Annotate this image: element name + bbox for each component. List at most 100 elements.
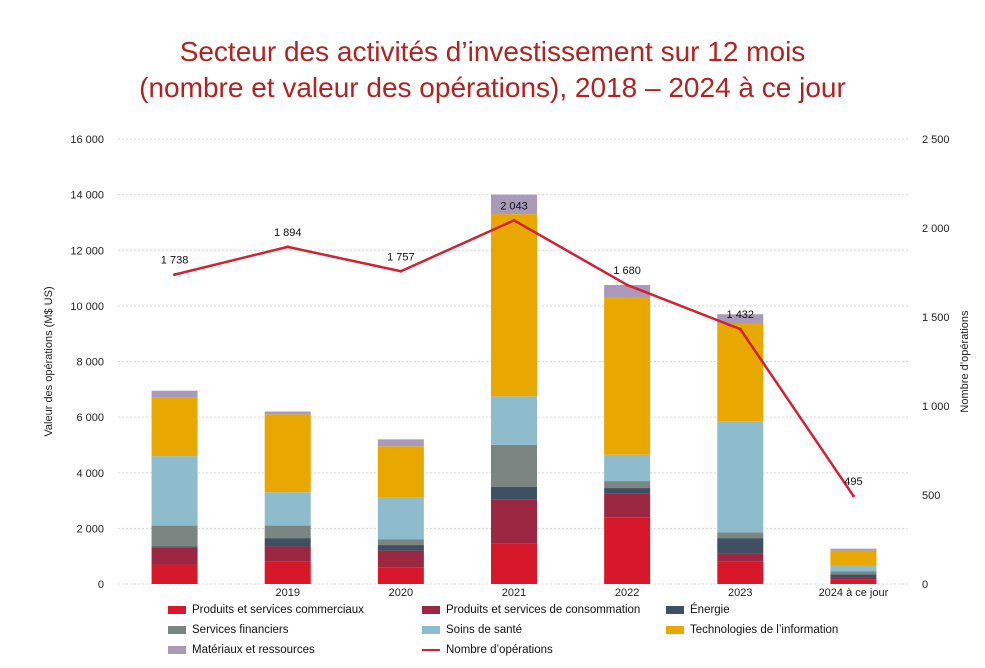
legend-item-energy: Énergie [666,604,730,616]
bar-segment [491,543,537,584]
legend-swatch [422,606,440,614]
y-left-tick-label: 16 000 [70,134,104,146]
x-tick-label: 2024 à ce jour [819,587,889,599]
bar-segment [604,454,651,482]
y-right-tick-label: 2 500 [922,134,950,146]
y-left-tick-label: 4 000 [76,468,104,480]
deal-count-label: 1 894 [274,227,302,239]
legend-swatch [422,626,440,634]
bar-segment [151,390,198,398]
bar-segment [491,444,537,487]
y-left-tick-label: 2 000 [76,523,104,535]
bar-segment [151,525,198,547]
bar-segment [151,546,198,548]
legend-label: Produits et services de consommation [446,604,641,616]
bar-segment [491,214,537,397]
deal-count-label: 1 680 [613,265,641,277]
legend-swatch [666,626,684,634]
x-tick-label: 2019 [275,587,299,599]
bar-segment [491,396,537,445]
deal-count-label: 2 043 [500,200,528,212]
legend-swatch [168,646,186,654]
bar-segment [151,564,198,584]
legend-item-it: Technologies de l’information [666,624,838,636]
bar-segment [151,547,198,565]
deal-count-point [173,273,177,277]
bar-segment [830,577,877,580]
y-right-tick-label: 1 000 [922,401,950,413]
y-right-tick-label: 0 [922,579,928,591]
y-left-axis-title: Valeur des opérations (M$ US) [43,286,55,436]
bar-segment [830,550,877,566]
y-left-tick-label: 12 000 [70,245,104,257]
deal-count-label: 1 757 [387,251,415,263]
bar-segment [830,548,877,551]
legend-label: Nombre d’opérations [446,644,553,656]
y-left-tick-label: 14 000 [70,190,104,202]
y-left-tick-label: 6 000 [76,412,104,424]
x-tick-label: 2021 [502,587,526,599]
y-left-tick-label: 8 000 [76,357,104,369]
deal-count-label: 1 738 [161,255,189,267]
legend-item-commercial: Produits et services commerciaux [168,604,364,616]
bar-segment [717,323,764,422]
legend-swatch [168,626,186,634]
legend-item-health: Soins de santé [422,624,522,636]
bar-segment [377,567,424,584]
legend-line-swatch [422,649,440,651]
bar-segment [717,561,764,584]
bar-segment [717,538,764,554]
bar-segment [151,456,198,526]
bar-segment [264,561,311,584]
bar-segment [717,314,764,324]
y-right-tick-label: 500 [922,490,940,502]
legend-item-consumer: Produits et services de consommation [422,604,640,616]
bar-segment [377,545,424,551]
bar-segment [377,539,424,546]
bar-segment [717,532,764,539]
bar-segment [264,411,311,415]
bar-segment [830,571,877,575]
y-left-tick-label: 0 [98,579,104,591]
deal-count-point [286,245,290,249]
legend-label: Soins de santé [446,624,523,636]
chart-subtitle: (nombre et valeur des opérations), 2018 … [139,72,846,103]
bar-segment [264,538,311,547]
legend-item-materials: Matériaux et ressources [168,644,315,656]
bar-segment [830,579,877,584]
x-tick-label: 2022 [615,587,639,599]
bar-segment [830,574,877,578]
bar-segment [491,499,537,544]
bar-segment [264,546,311,562]
legend-label: Énergie [690,604,730,616]
deal-count-point [625,283,629,287]
bar-segment [491,194,537,215]
bar-segment [377,550,424,568]
bar-segment [151,397,198,457]
bar-segment [604,297,651,455]
legend-item-financial: Services financiers [168,624,289,636]
bar-segment [604,481,651,489]
y-right-tick-label: 2 000 [922,223,950,235]
bar-segment [604,493,651,518]
legend-swatch [168,606,186,614]
bar-segment [264,525,311,539]
bar-segment [491,486,537,500]
deal-count-point [851,494,855,498]
bar-segment [264,492,311,526]
bar-segment [264,414,311,493]
y-right-tick-label: 1 500 [922,312,950,324]
legend-label: Services financiers [192,624,289,636]
legend-swatch [666,606,684,614]
bar-segment [604,488,651,494]
chart-title: Secteur des activités d’investissement s… [179,36,806,67]
bar-segment [830,565,877,572]
bar-segment [717,553,764,562]
legend-item-deal-count: Nombre d’opérations [422,644,553,656]
legend-label: Produits et services commerciaux [192,604,364,616]
bar-segment [717,421,764,533]
deal-count-label: 495 [844,476,862,488]
y-right-axis-title: Nombre d’opérations [959,310,971,413]
